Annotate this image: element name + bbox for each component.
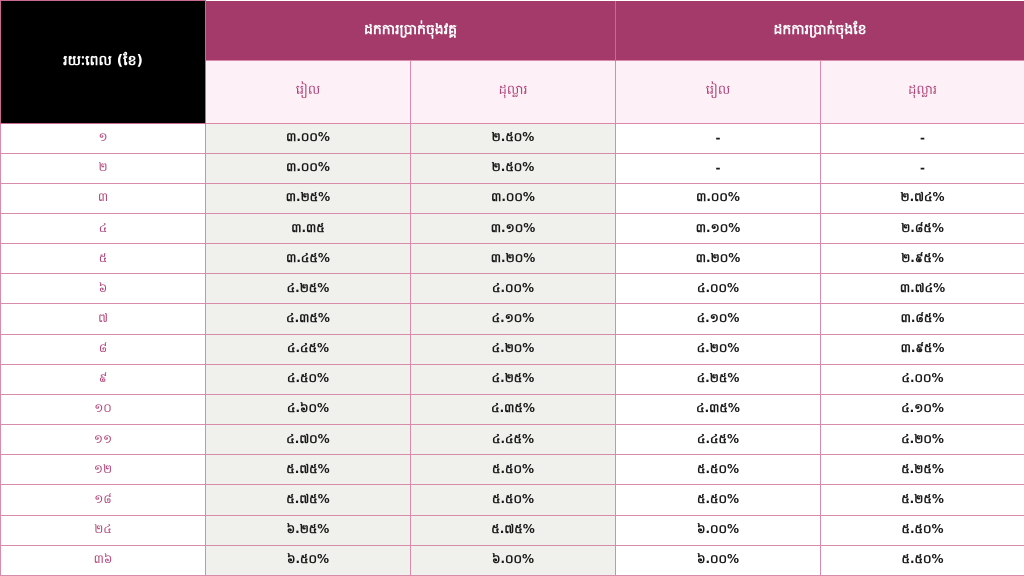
- term-riel-rate: ៤.៥០%: [205, 363, 411, 395]
- term-dollar-rate: ៥.៥០%: [409, 454, 617, 486]
- table-row: ១១ ៤.៧០% ៤.៤៥% ៤.៤៥% ៤.២០%: [0, 424, 1024, 456]
- table-row: ១ ៣.០០% ២.៥០% - -: [0, 122, 1024, 154]
- term-cell: ១៨: [0, 484, 206, 516]
- term-dollar-rate: ៣.០០%: [409, 182, 617, 214]
- month-dollar-rate: -: [820, 122, 1024, 154]
- term-dollar-rate: ៦.០០%: [409, 544, 617, 576]
- month-dollar-header: ដុល្លារ: [820, 59, 1024, 124]
- table-row: ១៨ ៥.៧៥% ៥.៥០% ៥.៥០% ៥.២៥%: [0, 484, 1024, 516]
- table-row: ៦ ៤.២៥% ៤.០០% ៤.០០% ៣.៧៤%: [0, 273, 1024, 305]
- term-cell: ៥: [0, 243, 206, 275]
- table-row: ៣៦ ៦.៥០% ៦.០០% ៦.០០% ៥.៥០%: [0, 544, 1024, 576]
- term-dollar-rate: ៤.០០%: [409, 273, 617, 305]
- term-riel-rate: ៤.៦០%: [205, 393, 411, 426]
- month-riel-rate: ៦.០០%: [615, 544, 822, 576]
- term-riel-rate: ៤.៣៥%: [205, 303, 411, 335]
- term-cell: ១១: [0, 424, 206, 456]
- term-dollar-rate: ៤.១០%: [409, 303, 617, 335]
- table-row: ២៤ ៦.២៥% ៥.៧៥% ៦.០០% ៥.៥០%: [0, 514, 1024, 546]
- term-riel-rate: ៥.៧៥%: [205, 454, 411, 486]
- month-riel-rate: ៤.១០%: [615, 303, 822, 335]
- term-riel-rate: ៣.៤៥%: [205, 243, 411, 275]
- table-row: ៨ ៤.៤៥% ៤.២០% ៤.២០% ៣.៩៥%: [0, 333, 1024, 365]
- term-cell: ៩: [0, 363, 206, 395]
- term-cell: ១២: [0, 454, 206, 486]
- term-dollar-rate: ៥.៧៥%: [409, 514, 617, 546]
- month-riel-rate: ៥.៥០%: [615, 454, 822, 486]
- term-cell: ៤: [0, 212, 206, 245]
- month-riel-rate: ៣.០០%: [615, 182, 822, 214]
- term-dollar-rate: ២.៥០%: [409, 122, 617, 154]
- month-dollar-rate: ៣.៩៥%: [820, 333, 1024, 365]
- term-riel-rate: ៦.២៥%: [205, 514, 411, 546]
- term-cell: ២៤: [0, 514, 206, 546]
- table-row: ១០ ៤.៦០% ៤.៣៥% ៤.៣៥% ៤.១០%: [0, 393, 1024, 426]
- term-riel-rate: ៥.៧៥%: [205, 484, 411, 516]
- term-riel-rate: ៣.២៥%: [205, 182, 411, 214]
- month-dollar-rate: ៤.២០%: [820, 424, 1024, 456]
- term-dollar-rate: ៤.២០%: [409, 333, 617, 365]
- term-cell: ២: [0, 152, 206, 184]
- term-dollar-rate: ២.៥០%: [409, 152, 617, 184]
- month-riel-rate: ៣.១០%: [615, 212, 822, 245]
- table-row: ១២ ៥.៧៥% ៥.៥០% ៥.៥០% ៥.២៥%: [0, 454, 1024, 486]
- table-row: ៥ ៣.៤៥% ៣.២០% ៣.២០% ២.៩៥%: [0, 243, 1024, 275]
- month-riel-rate: ៤.២៥%: [615, 363, 822, 395]
- term-cell: ៦: [0, 273, 206, 305]
- term-riel-rate: ៦.៥០%: [205, 544, 411, 576]
- month-riel-rate: ៤.០០%: [615, 273, 822, 305]
- month-dollar-rate: ៥.២៥%: [820, 484, 1024, 516]
- month-dollar-rate: ៤.០០%: [820, 363, 1024, 395]
- term-riel-rate: ៣.០០%: [205, 122, 411, 154]
- term-dollar-rate: ៤.២៥%: [409, 363, 617, 395]
- month-riel-rate: ៦.០០%: [615, 514, 822, 546]
- withdraw-interest-end-of-month-header: ដកការប្រាក់ចុងខែ: [615, 0, 1024, 60]
- month-dollar-rate: ៣.៨៥%: [820, 303, 1024, 335]
- term-riel-rate: ៤.២៥%: [205, 273, 411, 305]
- month-riel-rate: ៤.២០%: [615, 333, 822, 365]
- term-dollar-rate: ៣.២០%: [409, 243, 617, 275]
- month-riel-header: រៀល: [615, 59, 822, 124]
- month-riel-rate: ៤.៣៥%: [615, 393, 822, 426]
- month-dollar-rate: ៥.២៥%: [820, 454, 1024, 486]
- month-riel-rate: -: [615, 122, 822, 154]
- term-riel-rate: ៤.៤៥%: [205, 333, 411, 365]
- term-dollar-rate: ៣.១០%: [409, 212, 617, 245]
- table-row: ៧ ៤.៣៥% ៤.១០% ៤.១០% ៣.៨៥%: [0, 303, 1024, 335]
- month-dollar-rate: ៥.៥០%: [820, 544, 1024, 576]
- term-cell: ១០: [0, 393, 206, 426]
- table-row: ៤ ៣.៣៥ ៣.១០% ៣.១០% ២.៨៥%: [0, 212, 1024, 245]
- month-riel-rate: ៥.៥០%: [615, 484, 822, 516]
- term-riel-rate: ៤.៧០%: [205, 424, 411, 456]
- month-dollar-rate: ២.៨៥%: [820, 212, 1024, 245]
- month-dollar-rate: ២.៩៥%: [820, 243, 1024, 275]
- term-cell: ៧: [0, 303, 206, 335]
- withdraw-interest-end-of-term-header: ដកការប្រាក់ចុងវគ្គ: [204, 0, 617, 60]
- term-cell: ៣៦: [0, 544, 206, 576]
- month-dollar-rate: ៣.៧៤%: [820, 273, 1024, 305]
- month-riel-rate: -: [615, 152, 822, 184]
- table-row: ២ ៣.០០% ២.៥០% - -: [0, 152, 1024, 184]
- month-riel-rate: ៤.៤៥%: [615, 424, 822, 456]
- term-riel-rate: ៣.៣៥: [205, 212, 411, 245]
- term-dollar-header: ដុល្លារ: [409, 59, 617, 124]
- month-dollar-rate: -: [820, 152, 1024, 184]
- term-column-header: រយៈពេល (ខែ): [0, 0, 206, 124]
- term-dollar-rate: ៥.៥០%: [409, 484, 617, 516]
- term-dollar-rate: ៤.៣៥%: [409, 393, 617, 426]
- month-riel-rate: ៣.២០%: [615, 243, 822, 275]
- term-riel-rate: ៣.០០%: [205, 152, 411, 184]
- month-dollar-rate: ២.៧៤%: [820, 182, 1024, 214]
- month-dollar-rate: ៤.១០%: [820, 393, 1024, 426]
- term-cell: ១: [0, 122, 206, 154]
- table-row: ៩ ៤.៥០% ៤.២៥% ៤.២៥% ៤.០០%: [0, 363, 1024, 395]
- month-dollar-rate: ៥.៥០%: [820, 514, 1024, 546]
- term-dollar-rate: ៤.៤៥%: [409, 424, 617, 456]
- term-cell: ៣: [0, 182, 206, 214]
- term-cell: ៨: [0, 333, 206, 365]
- table-row: ៣ ៣.២៥% ៣.០០% ៣.០០% ២.៧៤%: [0, 182, 1024, 214]
- term-riel-header: រៀល: [205, 59, 411, 124]
